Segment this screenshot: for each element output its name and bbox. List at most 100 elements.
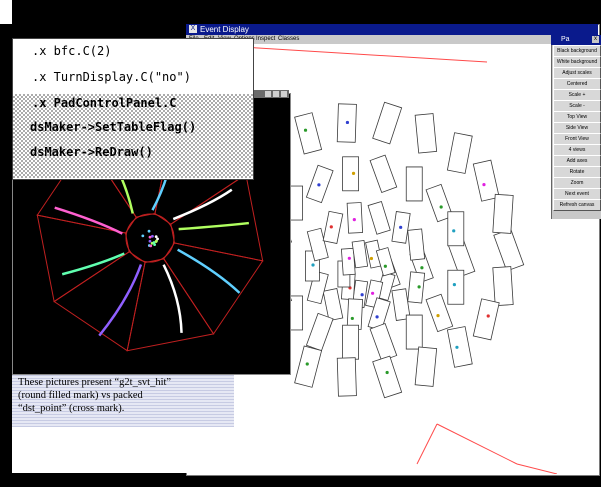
sector-outline <box>53 251 146 352</box>
track <box>172 188 233 221</box>
hit-point <box>420 266 424 270</box>
hit-point <box>436 314 440 318</box>
track <box>178 221 250 231</box>
vertex-hit <box>154 240 158 243</box>
detector-ladder <box>493 228 525 272</box>
detector-ladder <box>369 322 398 362</box>
hit-point <box>399 225 403 229</box>
hit-point <box>352 218 356 222</box>
detector-ladder <box>367 200 391 235</box>
track <box>162 264 183 333</box>
hit-point <box>317 183 321 187</box>
sector-outline <box>126 258 215 352</box>
vertex-hit <box>148 239 152 243</box>
hit-point <box>482 183 486 187</box>
detector-ladder <box>306 227 329 262</box>
vertex-hit <box>151 234 154 238</box>
wire-line <box>436 423 518 465</box>
vertex-hit <box>148 235 152 239</box>
vertex-hit <box>156 237 159 241</box>
detector-ladder <box>336 357 357 397</box>
detector-ladder <box>405 314 423 350</box>
hit-point <box>345 120 350 125</box>
hit-point <box>303 128 308 132</box>
detector-ladder <box>447 211 465 247</box>
hit-point <box>385 370 389 375</box>
detector-ladder <box>446 326 473 368</box>
caption-text: These pictures present “g2t_svt_hit” (ro… <box>18 376 228 415</box>
detector-ladder <box>351 239 369 269</box>
detector-ladder <box>492 266 514 307</box>
detector-ladder <box>294 345 323 388</box>
caption-background <box>12 375 234 427</box>
detector-ladder <box>322 288 344 322</box>
vertex-hit <box>147 229 151 233</box>
menu-classes[interactable]: Classes <box>278 36 300 42</box>
hit-point <box>369 256 374 261</box>
hit-point <box>452 283 456 287</box>
hit-point <box>455 345 459 349</box>
maximize-icon[interactable] <box>273 91 279 97</box>
detector-ladder <box>447 269 465 305</box>
hit-point <box>360 293 364 297</box>
vertex-hit <box>152 241 156 244</box>
hit-point <box>305 362 309 366</box>
command-line: dsMaker->SetTableFlag() <box>30 120 197 134</box>
sector-outline <box>163 242 264 335</box>
detector-ladder <box>425 293 454 333</box>
palette-title: Pa <box>561 36 570 43</box>
detector-ladder <box>346 202 364 234</box>
detector-ladder <box>306 270 329 305</box>
detector-ladder <box>414 346 438 387</box>
wire-line <box>416 423 438 465</box>
track <box>61 252 125 276</box>
command-line: .x PadControlPanel.C <box>32 96 177 110</box>
detector-ladder <box>407 228 426 261</box>
wire-line <box>516 463 557 474</box>
track <box>177 248 241 294</box>
sector-outline <box>170 173 264 262</box>
hit-point <box>486 314 490 318</box>
hit-point <box>417 285 421 289</box>
detector-ladder <box>375 247 396 277</box>
refresh-canvas-button[interactable]: Refresh canvas <box>553 199 601 211</box>
vertex-hit <box>154 235 158 239</box>
hit-point <box>452 229 456 233</box>
detector-ladder <box>342 156 359 192</box>
hit-point <box>439 205 443 209</box>
window-icon: X <box>189 25 197 33</box>
background-corner <box>0 0 12 24</box>
detector-ladder <box>305 312 334 352</box>
command-line: dsMaker->ReDraw() <box>30 145 153 159</box>
track <box>98 264 143 337</box>
vertex-hit <box>149 244 153 248</box>
detector-ladder <box>372 101 403 145</box>
detector-ladder <box>372 355 403 399</box>
hit-point <box>351 171 356 175</box>
inner-ring <box>125 213 175 263</box>
minimize-icon[interactable] <box>265 91 271 97</box>
detector-ladder <box>492 193 514 234</box>
command-line: .x bfc.C(2) <box>32 44 112 58</box>
detector-ladder <box>391 288 411 321</box>
track <box>54 206 123 235</box>
vertex-hit <box>141 234 145 238</box>
detector-ladder <box>472 298 500 341</box>
detector-ladder <box>414 113 438 154</box>
caption-line: These pictures present “g2t_svt_hit” <box>18 377 172 388</box>
hit-point <box>375 315 379 319</box>
detector-ladder <box>407 271 426 304</box>
detector-ladder <box>340 247 356 276</box>
menu-inspect[interactable]: Inspect <box>256 36 276 42</box>
command-line: .x TurnDisplay.C("no") <box>32 70 191 84</box>
hit-point <box>350 316 354 321</box>
palette-titlebar[interactable]: Pa x <box>551 35 601 45</box>
detector-ladder <box>322 210 344 244</box>
hit-point <box>347 256 351 260</box>
close-icon[interactable]: x <box>592 36 599 43</box>
event-display-titlebar[interactable]: X Event Display <box>186 24 598 35</box>
close-icon[interactable] <box>281 91 287 97</box>
caption-line: (round filled mark) vs packed <box>18 390 143 401</box>
hit-point <box>371 291 375 295</box>
detector-ladder <box>342 324 359 360</box>
